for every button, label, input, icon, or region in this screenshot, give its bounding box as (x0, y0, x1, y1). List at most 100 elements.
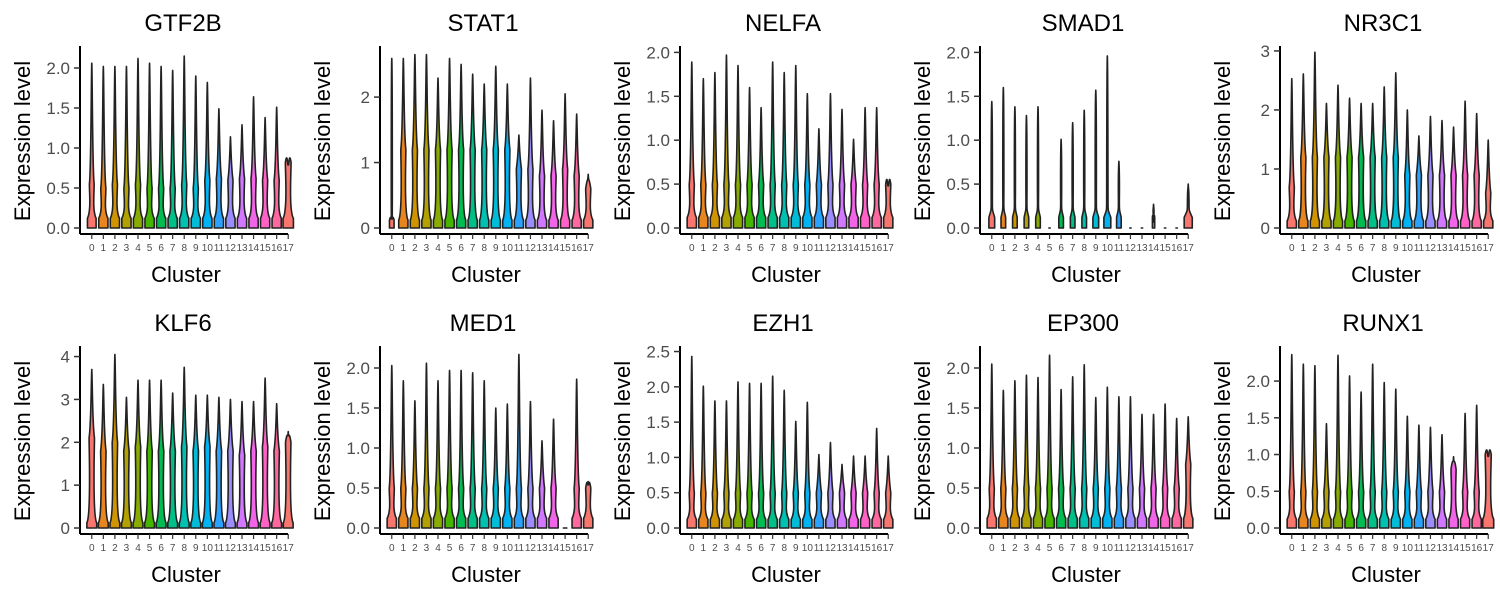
violin-cluster-1 (997, 389, 1009, 529)
violin-cluster-16 (1171, 417, 1183, 529)
violin-cluster-0 (686, 355, 698, 529)
x-tick-label: 16 (571, 543, 583, 554)
y-axis-label: Expression level (310, 361, 335, 521)
violin-cluster-3 (1021, 374, 1032, 529)
violin-cluster-3 (421, 53, 432, 229)
x-tick-label: 16 (271, 243, 283, 254)
y-tick-label: 1 (61, 476, 70, 495)
x-tick-label: 9 (493, 243, 499, 254)
x-tick-label: 0 (1289, 243, 1295, 254)
x-tick-label: 12 (525, 243, 537, 254)
y-tick-label: 2.0 (646, 43, 670, 62)
x-tick-label: 13 (1136, 243, 1148, 254)
panel-title: NELFA (745, 10, 821, 37)
x-tick-label: 13 (836, 243, 848, 254)
y-tick-label: 1.0 (646, 131, 670, 150)
x-tick-label: 10 (1402, 543, 1414, 554)
y-tick-label: 2 (1261, 101, 1270, 120)
y-tick-label: 2.0 (946, 43, 970, 62)
violin-cluster-8 (1378, 381, 1390, 529)
x-tick-label: 1 (701, 543, 707, 554)
violin-cluster-13 (536, 440, 548, 529)
violin-cluster-0 (86, 62, 97, 229)
x-tick-label: 11 (814, 543, 825, 554)
x-tick-label: 9 (193, 543, 199, 554)
x-tick-label: 17 (883, 543, 895, 554)
y-tick-label: 0.0 (946, 519, 970, 538)
x-tick-label: 13 (536, 243, 548, 254)
x-tick-label: 1 (1301, 543, 1307, 554)
x-tick-label: 2 (112, 243, 118, 254)
x-axis-label: Cluster (751, 562, 821, 587)
y-tick-label: 1.0 (946, 439, 970, 458)
violin-cluster-5 (444, 369, 455, 529)
violin-cluster-7 (1067, 376, 1079, 529)
violin-cluster-5 (1344, 97, 1355, 229)
x-tick-label: 17 (1183, 543, 1195, 554)
x-axis-label: Cluster (1351, 262, 1421, 287)
y-tick-label: 1.0 (1246, 446, 1270, 465)
violin-cluster-10 (1103, 55, 1112, 229)
x-tick-label: 2 (412, 243, 418, 254)
violin-cluster-13 (1436, 119, 1448, 229)
x-tick-label: 17 (883, 243, 895, 254)
panel-med1: MED1 Expression level Cluster 0.0 0.5 1.0 1.5 2… (310, 310, 594, 587)
violin-cluster-9 (490, 407, 502, 529)
x-tick-label: 15 (560, 543, 572, 554)
x-tick-label: 11 (214, 243, 225, 254)
x-tick-label: 16 (871, 243, 883, 254)
violin-cluster-11 (1113, 396, 1125, 529)
x-tick-label: 16 (1171, 543, 1183, 554)
x-tick-label: 12 (225, 543, 237, 554)
x-tick-label: 14 (1448, 243, 1460, 254)
x-tick-label: 4 (435, 543, 441, 554)
violin-cluster-17 (282, 430, 294, 529)
violin-cluster-2 (1009, 380, 1021, 529)
violin-cluster-1 (1000, 86, 1007, 229)
x-tick-label: 14 (1148, 243, 1160, 254)
violin-cluster-16 (270, 402, 283, 529)
violin-cluster-9 (190, 394, 202, 529)
violin-cluster-0 (386, 364, 398, 529)
violin-cluster-15 (259, 377, 271, 529)
x-tick-label: 7 (170, 543, 176, 554)
x-tick-label: 15 (860, 243, 872, 254)
violin-cluster-4 (732, 381, 744, 529)
x-tick-label: 16 (1471, 243, 1483, 254)
x-tick-label: 8 (781, 243, 787, 254)
violin-cluster-16 (1471, 112, 1483, 229)
y-tick-label: 1 (361, 154, 370, 173)
x-tick-label: 15 (1460, 243, 1472, 254)
x-tick-label: 2 (1312, 543, 1318, 554)
y-axis-label: Expression level (910, 361, 935, 521)
x-tick-label: 5 (147, 243, 153, 254)
x-tick-label: 16 (1471, 543, 1483, 554)
panel-smad1: SMAD1 Expression level Cluster 0.0 0.5 1.0 1.5… (910, 10, 1194, 287)
y-tick-label: 0 (61, 519, 70, 538)
y-tick-label: 1.0 (346, 439, 370, 458)
x-tick-label: 14 (1148, 543, 1160, 554)
violin-cluster-12 (825, 92, 836, 229)
y-axis-label: Expression level (1210, 361, 1235, 521)
violin-cluster-15 (859, 455, 871, 529)
x-axis-label: Cluster (151, 262, 221, 287)
x-tick-label: 4 (135, 243, 141, 254)
violin-cluster-12 (224, 398, 237, 529)
y-tick-label: 2.5 (646, 343, 670, 362)
x-tick-label: 8 (181, 543, 187, 554)
violin-cluster-1 (397, 380, 409, 529)
x-tick-label: 10 (1102, 243, 1114, 254)
x-tick-label: 7 (470, 543, 476, 554)
violin-cluster-5 (744, 382, 755, 529)
x-tick-label: 5 (747, 543, 753, 554)
y-tick-label: 1.0 (946, 131, 970, 150)
panel-ep300: EP300 Expression level Cluster 0.0 0.5 1.0 1.5… (910, 310, 1194, 587)
x-tick-label: 5 (747, 243, 753, 254)
x-tick-label: 17 (1183, 243, 1195, 254)
violin-cluster-2 (409, 53, 421, 229)
violin-cluster-7 (166, 392, 179, 529)
violin-cluster-9 (490, 65, 502, 229)
panel-title: EP300 (1047, 310, 1119, 337)
violin-cluster-6 (755, 106, 767, 229)
